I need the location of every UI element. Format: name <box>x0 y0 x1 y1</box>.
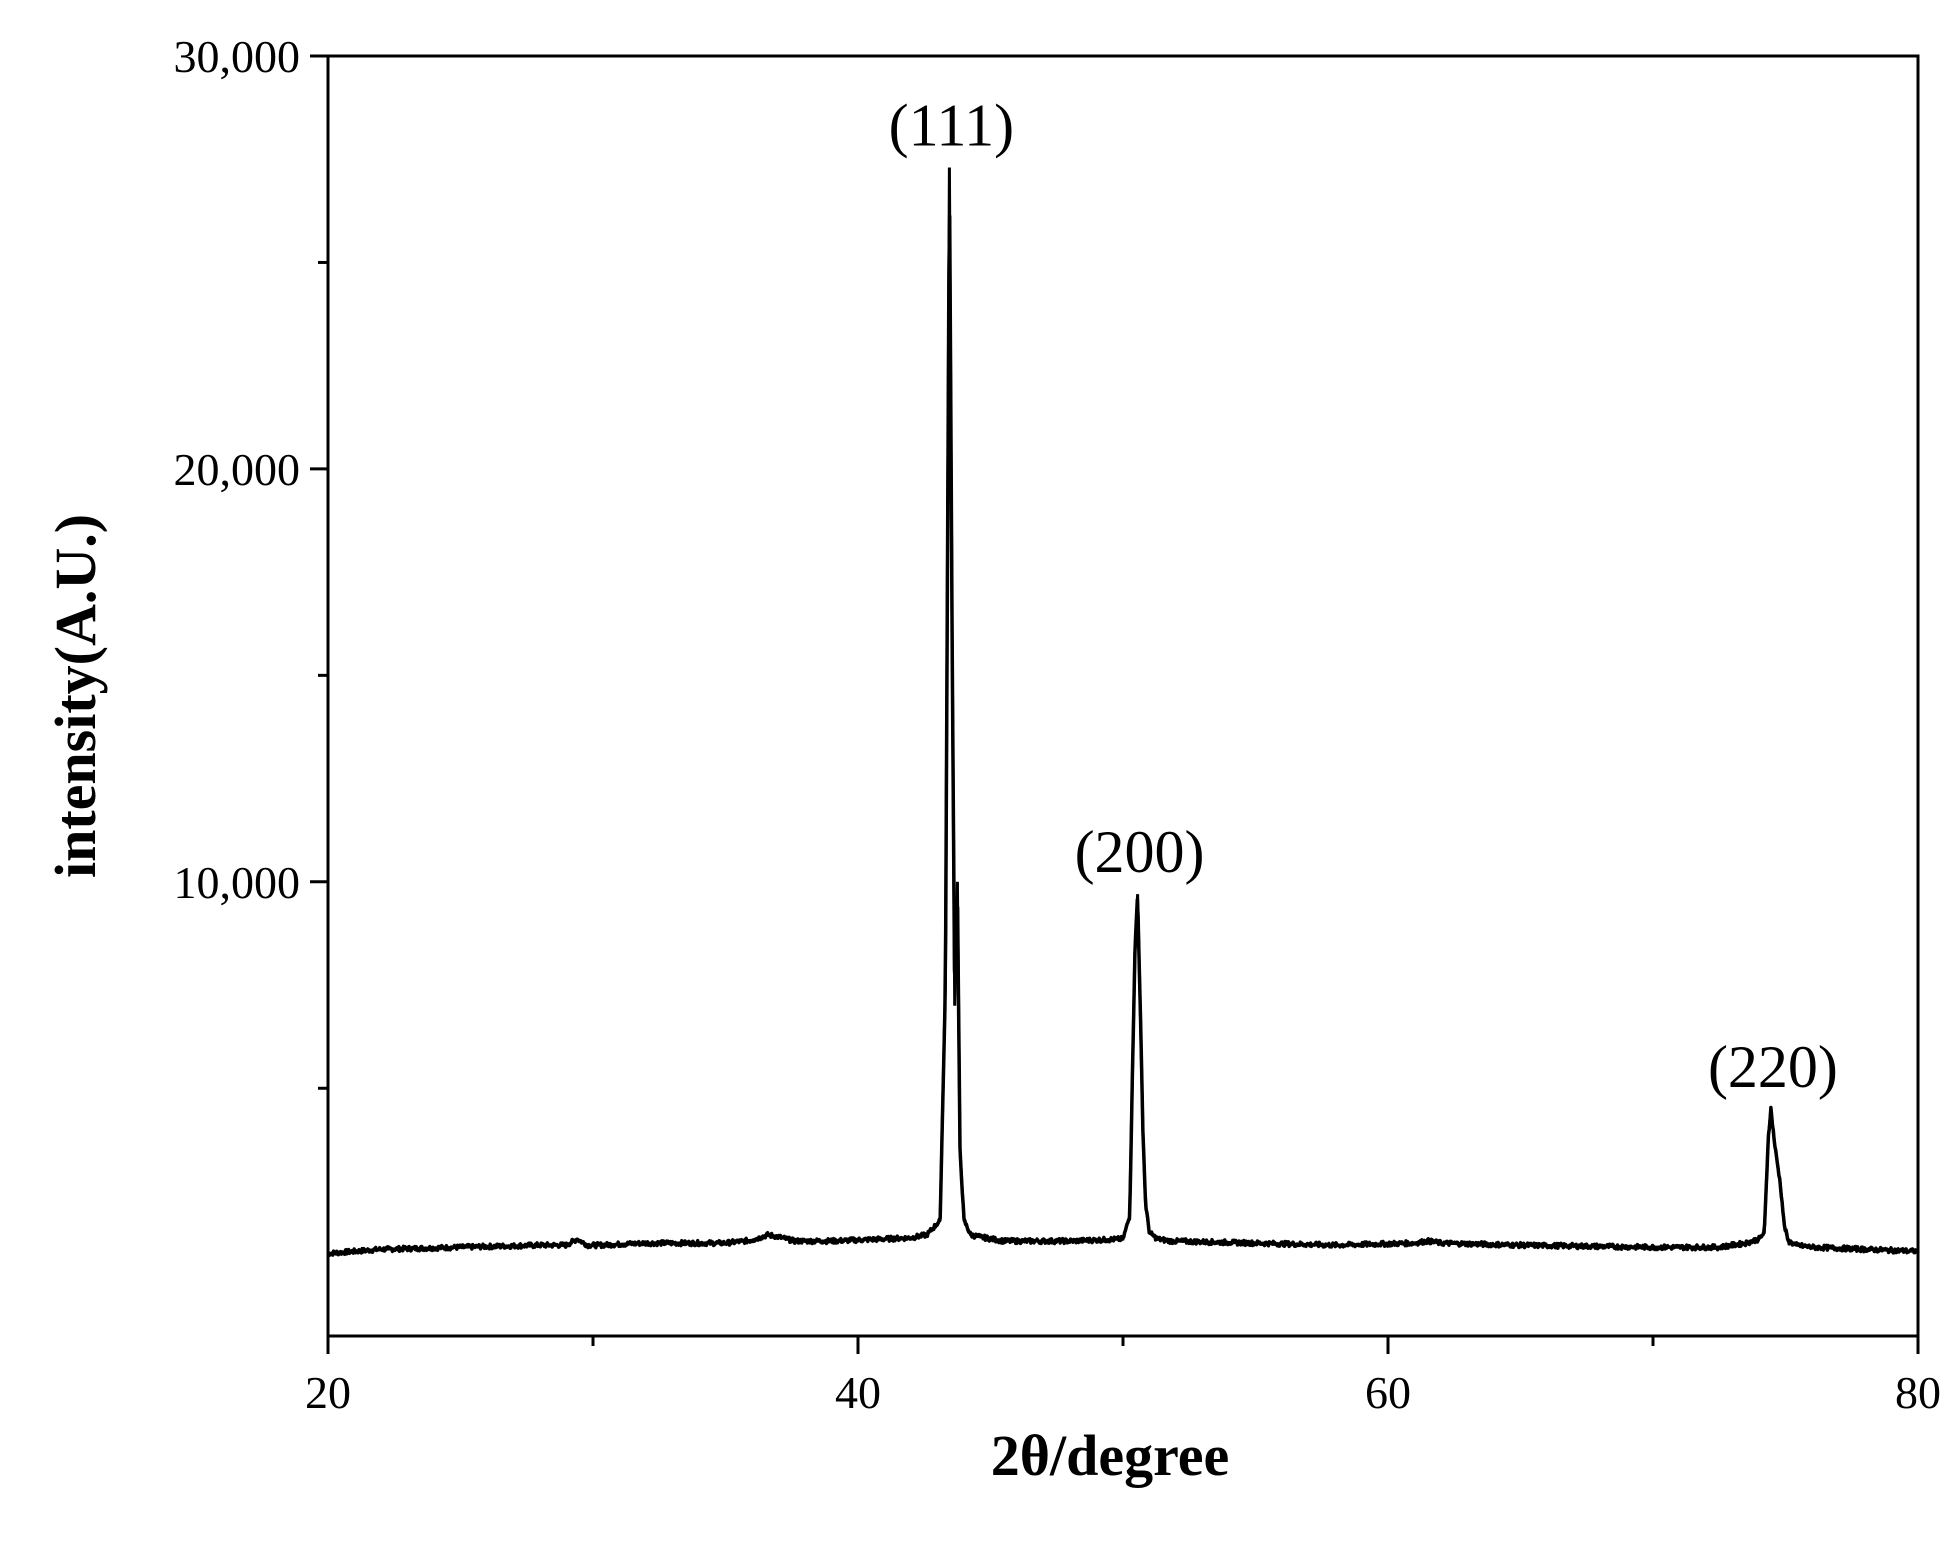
x-tick-label: 80 <box>1895 1367 1941 1418</box>
peak-label: (111) <box>889 92 1015 158</box>
x-axis-ticks: 20 40 60 80 <box>305 1336 1941 1418</box>
xrd-peak-outline <box>327 167 1919 1255</box>
peak-label: (220) <box>1708 1034 1838 1100</box>
x-tick-label: 40 <box>835 1367 881 1418</box>
y-axis-ticks: 10,000 20,000 30,000 <box>174 31 328 1090</box>
x-axis-title: 2θ/degree <box>991 1423 1230 1488</box>
y-tick-label: 20,000 <box>174 444 301 495</box>
plot-frame <box>326 54 1920 1338</box>
peak-labels: (111) (200) (220) <box>889 92 1838 1099</box>
y-tick-label: 10,000 <box>174 857 301 908</box>
x-tick-label: 60 <box>1365 1367 1411 1418</box>
y-tick-label: 30,000 <box>174 31 301 82</box>
x-tick-label: 20 <box>305 1367 351 1418</box>
peak-label: (200) <box>1075 819 1205 885</box>
xrd-pattern-line <box>327 214 1920 1257</box>
y-axis-title: intensity(A.U.) <box>43 514 108 878</box>
